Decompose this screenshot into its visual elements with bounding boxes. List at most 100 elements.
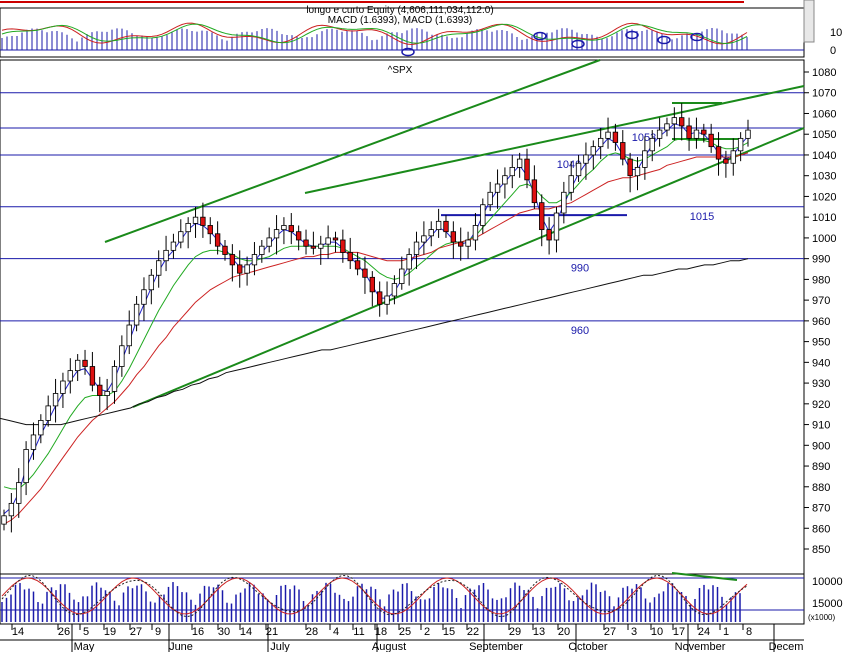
candle-body bbox=[310, 245, 317, 249]
candle-body bbox=[82, 359, 88, 367]
price-tick-label: 860 bbox=[812, 523, 830, 535]
candle-body bbox=[156, 260, 162, 276]
candle-body bbox=[52, 393, 59, 407]
candle-body bbox=[97, 384, 103, 396]
date-tick-label: 22 bbox=[467, 626, 479, 638]
candle-body bbox=[133, 303, 140, 326]
candle-body bbox=[502, 175, 508, 185]
candle-body bbox=[104, 390, 110, 396]
date-tick-label: 30 bbox=[218, 626, 230, 638]
price-tick-label: 920 bbox=[812, 399, 830, 411]
candle-body bbox=[74, 359, 81, 372]
candle-body bbox=[546, 229, 552, 241]
candle-body bbox=[649, 137, 655, 152]
candle-body bbox=[214, 233, 221, 247]
candle-body bbox=[524, 158, 530, 181]
candle-body bbox=[89, 366, 96, 386]
candle-body bbox=[38, 420, 44, 436]
candle-body bbox=[237, 264, 243, 274]
date-tick-label: 25 bbox=[399, 626, 411, 638]
price-tick-label: 1050 bbox=[812, 129, 836, 141]
candle-body bbox=[399, 268, 405, 284]
candle-body bbox=[266, 237, 272, 247]
candle-body bbox=[192, 216, 199, 224]
candle-body bbox=[362, 268, 368, 278]
candle-body bbox=[288, 225, 294, 233]
date-tick-label: 13 bbox=[533, 626, 545, 638]
macd-cross-marker bbox=[401, 47, 415, 57]
candle-body bbox=[450, 231, 457, 243]
candle-body bbox=[686, 125, 692, 139]
candle-body bbox=[509, 166, 515, 177]
trend-lower-line bbox=[132, 127, 805, 408]
date-tick-label: 19 bbox=[104, 626, 116, 638]
candle-body bbox=[583, 154, 589, 164]
price-tick-label: 970 bbox=[812, 295, 830, 307]
candle-body bbox=[273, 229, 280, 239]
candle-body bbox=[207, 225, 213, 235]
candle-body bbox=[590, 146, 596, 156]
candle-body bbox=[745, 129, 751, 139]
candle-body bbox=[1, 515, 7, 525]
ma-long-line bbox=[0, 258, 749, 426]
volume-layer: 10000 15000 (x1000) bbox=[0, 572, 843, 622]
candle-body bbox=[539, 202, 545, 231]
price-tick-label: 940 bbox=[812, 357, 830, 369]
price-tick-label: 1030 bbox=[812, 171, 836, 183]
candle-body bbox=[568, 175, 574, 193]
candle-body bbox=[435, 220, 442, 231]
price-tick-label: 1000 bbox=[812, 233, 836, 245]
candle-body bbox=[163, 249, 169, 262]
price-tick-label: 900 bbox=[812, 440, 830, 452]
candle-body bbox=[561, 191, 567, 214]
candle-body bbox=[679, 117, 685, 127]
candle-body bbox=[730, 150, 736, 164]
candle-body bbox=[67, 370, 73, 382]
date-tick-label: 8 bbox=[746, 626, 752, 638]
macd-line bbox=[1, 23, 748, 45]
level-label-990: 990 bbox=[571, 263, 589, 275]
candle-body bbox=[421, 235, 427, 243]
month-label: July bbox=[270, 641, 290, 652]
date-tick-label: 26 bbox=[58, 626, 70, 638]
candle-body bbox=[384, 295, 390, 305]
month-label: May bbox=[74, 641, 95, 652]
price-tick-label: 1080 bbox=[812, 67, 836, 79]
date-tick-label: 5 bbox=[83, 626, 89, 638]
candle-body bbox=[597, 137, 604, 148]
candle-body bbox=[185, 222, 191, 233]
level-label-1015: 1015 bbox=[690, 211, 714, 223]
candle-body bbox=[303, 239, 309, 247]
price-tick-label: 930 bbox=[812, 378, 830, 390]
volume-divergence-line bbox=[671, 572, 738, 581]
date-tick-label: 3 bbox=[631, 626, 637, 638]
price-tick-label: 880 bbox=[812, 482, 830, 494]
candle-body bbox=[200, 216, 206, 226]
macd-tick-label: 10 bbox=[830, 27, 842, 39]
date-tick-label: 27 bbox=[604, 626, 616, 638]
candle-body bbox=[458, 241, 464, 247]
ma-slow-line bbox=[3, 152, 749, 525]
candle-body bbox=[141, 289, 147, 305]
candle-body bbox=[391, 283, 398, 297]
macd-header: MACD (1.6393), MACD (1.6393) bbox=[328, 15, 473, 26]
price-tick-label: 1020 bbox=[812, 191, 836, 203]
price-tick-label: 1070 bbox=[812, 88, 836, 100]
candle-body bbox=[23, 449, 29, 484]
macd-cross-marker bbox=[625, 30, 639, 40]
candle-body bbox=[406, 254, 412, 270]
price-axis: 850 860 870 880 890 900 910 920 930 940 950 960 970 9… bbox=[804, 67, 836, 556]
candle-body bbox=[413, 241, 420, 255]
price-tick-label: 850 bbox=[812, 544, 830, 556]
volume-panel-frame bbox=[0, 573, 805, 625]
candle-body bbox=[332, 237, 339, 241]
candle-body bbox=[634, 166, 641, 177]
date-tick-label: 28 bbox=[306, 626, 318, 638]
candle-body bbox=[222, 245, 228, 255]
candle-body bbox=[340, 239, 346, 253]
scrollbar[interactable] bbox=[803, 0, 815, 43]
candle-body bbox=[472, 225, 479, 241]
candle-body bbox=[465, 239, 471, 247]
volume-osc-dashed bbox=[1, 574, 748, 618]
